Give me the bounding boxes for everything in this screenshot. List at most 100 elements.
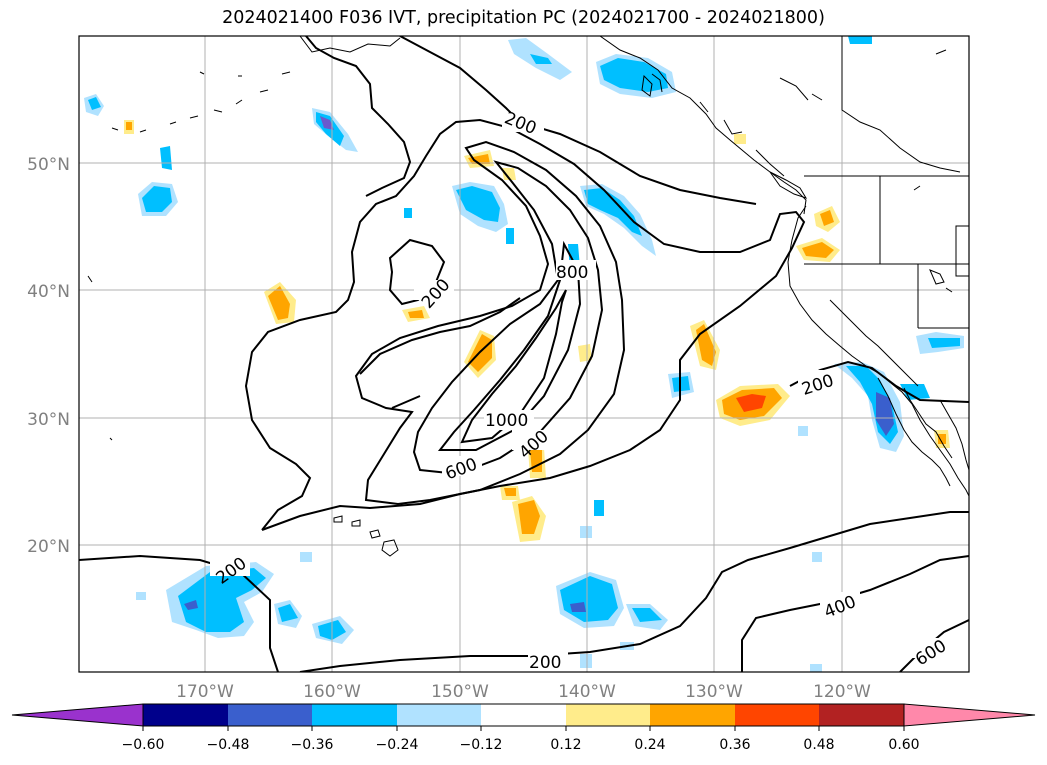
islands bbox=[87, 49, 947, 441]
colorbar-right-extend bbox=[903, 703, 1036, 727]
precip-neg-blob bbox=[584, 188, 642, 236]
colorbar-segment bbox=[397, 704, 481, 726]
precip-neg-blob bbox=[320, 116, 334, 130]
precip-neg-blob bbox=[798, 426, 808, 436]
precip-neg-blob bbox=[570, 602, 586, 612]
hawaii-island bbox=[381, 539, 399, 557]
colorbar-tick: −0.48 bbox=[207, 737, 250, 753]
mexico-coast bbox=[939, 399, 969, 471]
colorbar-segment bbox=[481, 704, 566, 726]
precip-neg-blob bbox=[300, 552, 312, 562]
contour-200-north bbox=[519, 121, 757, 205]
colorbar-tick: 0.12 bbox=[550, 737, 581, 753]
colorbar-segment bbox=[819, 704, 904, 726]
us-west-coast bbox=[787, 205, 969, 497]
colorbar-tick: 0.60 bbox=[888, 737, 919, 753]
precip-shading bbox=[84, 36, 964, 672]
precip-neg-blob bbox=[848, 36, 872, 44]
lat-label: 20°N bbox=[27, 537, 70, 557]
bc-islands bbox=[651, 73, 785, 177]
colorbar-tick: −0.12 bbox=[460, 737, 503, 753]
lat-label: 50°N bbox=[27, 155, 70, 175]
colorbar-tick: 0.36 bbox=[719, 737, 750, 753]
aleutian-islands bbox=[111, 71, 291, 133]
contour-label-1000: 1000 bbox=[485, 411, 528, 431]
precip-neg-blob bbox=[404, 208, 412, 218]
lon-label: 160°W bbox=[303, 682, 361, 702]
contour-label-800: 800 bbox=[556, 263, 588, 283]
precip-pos-blob bbox=[504, 488, 516, 496]
precip-neg-blob bbox=[530, 54, 552, 64]
precip-neg-blob bbox=[580, 654, 592, 668]
contour-label-200: 200 bbox=[529, 653, 561, 673]
colorbar-segment bbox=[228, 704, 312, 726]
precip-neg-blob bbox=[506, 228, 514, 244]
contour-200-inner bbox=[359, 297, 521, 409]
colorbar-tick: −0.24 bbox=[376, 737, 419, 753]
colorbar-tick: 0.24 bbox=[634, 737, 665, 753]
canada-province-line bbox=[841, 36, 961, 173]
contour-200-nw bbox=[305, 36, 521, 197]
colorbar-segment bbox=[650, 704, 735, 726]
lon-label: 170°W bbox=[176, 682, 234, 702]
precip-neg-blob bbox=[278, 604, 298, 622]
baja-peninsula bbox=[877, 377, 953, 487]
contour-200-se bbox=[299, 511, 969, 672]
precip-neg-blob bbox=[594, 500, 604, 516]
colorbar-tick: −0.60 bbox=[122, 737, 165, 753]
lon-tick-labels: 170°W 160°W 150°W 140°W 130°W 120°W bbox=[176, 682, 871, 702]
state-box bbox=[955, 225, 969, 277]
state-lines bbox=[804, 176, 969, 387]
lat-label: 30°N bbox=[27, 410, 70, 430]
colorbar-segment bbox=[312, 704, 397, 726]
colorbar: −0.60 −0.48 −0.36 −0.24 −0.12 0.12 0.24 … bbox=[11, 703, 1036, 753]
precip-pos-blob bbox=[518, 500, 540, 534]
aleutian-coast bbox=[299, 36, 401, 53]
colorbar-tick: 0.48 bbox=[803, 737, 834, 753]
lake-islands bbox=[929, 269, 953, 293]
haida-gwaii bbox=[641, 74, 653, 97]
precip-pos-blob bbox=[820, 210, 834, 226]
precip-pos-blob bbox=[126, 122, 132, 130]
precip-neg-blob bbox=[142, 186, 172, 212]
lat-tick-labels: 50°N 40°N 30°N 20°N bbox=[27, 155, 70, 557]
colorbar-segment bbox=[735, 704, 819, 726]
figure-title: 2024021400 F036 IVT, precipitation PC (2… bbox=[222, 8, 825, 28]
precip-neg-blob bbox=[456, 186, 500, 222]
precip-pos-blob bbox=[802, 242, 834, 258]
lon-label: 130°W bbox=[685, 682, 743, 702]
precip-pos-blob bbox=[408, 310, 424, 318]
colorbar-segment bbox=[143, 704, 228, 726]
lon-label: 150°W bbox=[431, 682, 489, 702]
precip-pos-blob bbox=[468, 154, 490, 164]
coastlines bbox=[87, 36, 969, 557]
precip-neg-blob bbox=[632, 608, 662, 622]
alaska-panhandle bbox=[599, 36, 807, 215]
map-frame bbox=[78, 35, 970, 673]
precip-pos-blob bbox=[736, 394, 766, 412]
precip-neg-blob bbox=[160, 146, 172, 170]
precip-neg-blob bbox=[178, 568, 266, 632]
lon-label: 120°W bbox=[813, 682, 871, 702]
precip-pos-blob bbox=[578, 344, 592, 362]
precip-neg-blob bbox=[876, 392, 894, 436]
precip-pos-blob bbox=[502, 168, 516, 180]
kauai bbox=[333, 515, 343, 523]
colorbar-tick: −0.36 bbox=[291, 737, 334, 753]
precip-neg-blob bbox=[136, 592, 146, 600]
colorbar-left-extend bbox=[11, 703, 144, 727]
maui bbox=[369, 529, 381, 539]
precip-pos-blob bbox=[938, 434, 946, 444]
vancouver-island bbox=[769, 171, 808, 199]
precip-neg-blob bbox=[928, 338, 960, 348]
contour-600 bbox=[412, 160, 604, 476]
precip-neg-blob bbox=[88, 97, 101, 110]
precip-neg-blob bbox=[184, 600, 198, 610]
lat-label: 40°N bbox=[27, 282, 70, 302]
oahu bbox=[351, 519, 361, 527]
precip-neg-blob bbox=[812, 552, 822, 562]
lon-label: 140°W bbox=[558, 682, 616, 702]
precip-neg-blob bbox=[580, 526, 592, 538]
contour-400 bbox=[354, 140, 626, 506]
